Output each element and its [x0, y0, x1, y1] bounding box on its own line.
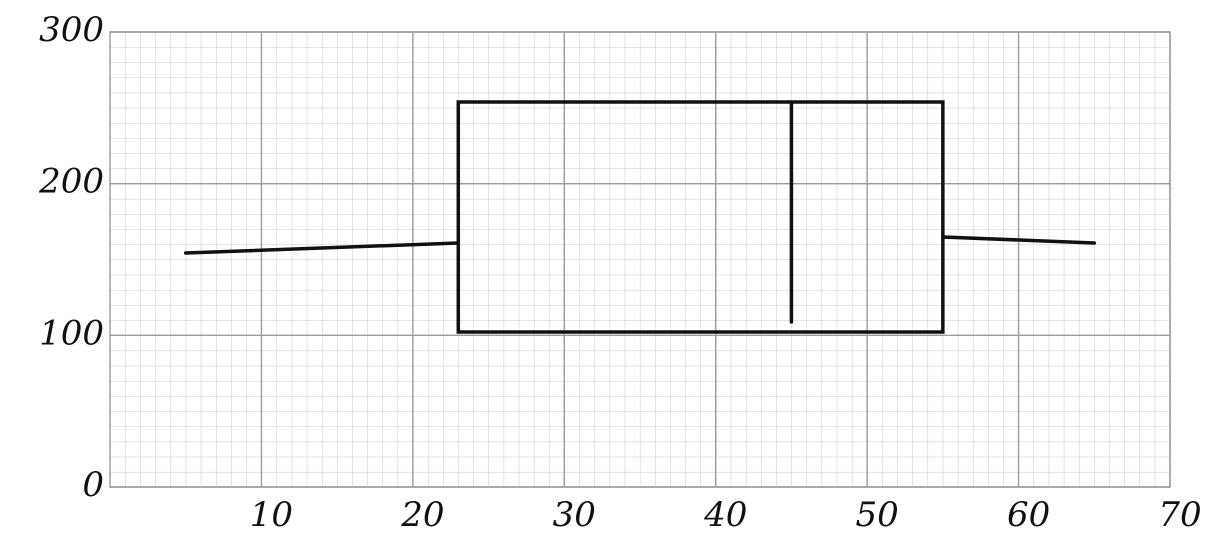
whisker — [183, 241, 461, 255]
y-tick-label: 0 — [82, 465, 104, 505]
x-tick-label: 50 — [856, 495, 899, 535]
x-tick-label: 40 — [703, 495, 747, 535]
y-tick-label: 300 — [39, 10, 104, 50]
minor-grid — [110, 32, 1170, 487]
x-tick-label: 20 — [400, 495, 444, 535]
x-tick-label: 70 — [1158, 495, 1201, 535]
y-tick-label: 200 — [38, 162, 104, 202]
whisker — [941, 235, 1097, 245]
y-tick-label: 100 — [39, 313, 104, 353]
x-tick-label: 30 — [553, 495, 596, 535]
box — [456, 100, 945, 334]
x-tick-label: 60 — [1007, 495, 1050, 535]
x-tick-label: 10 — [250, 495, 293, 535]
